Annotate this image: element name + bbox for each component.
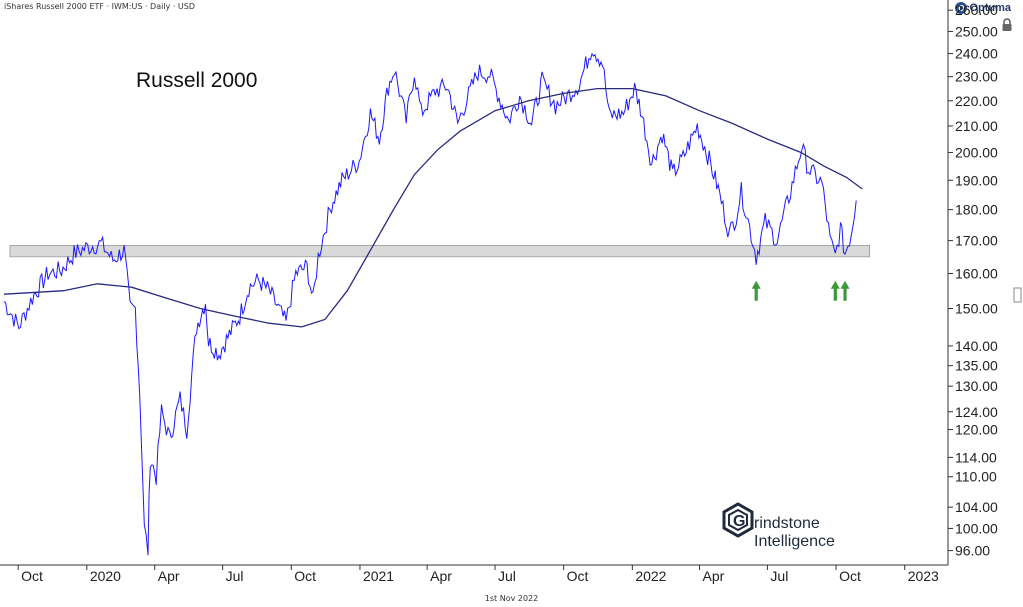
x-tick-label: 2021: [363, 568, 394, 584]
y-tick-label: 180.00: [955, 202, 998, 218]
footer-date: 1st Nov 2022: [484, 594, 539, 603]
support-zone: [9, 245, 871, 258]
axis-scroll-handle[interactable]: [1013, 287, 1022, 303]
x-tick-label: Apr: [158, 568, 180, 584]
x-tick-label: Apr: [703, 568, 725, 584]
price-series-line: [3, 52, 857, 556]
y-tick-label: 260.00: [955, 2, 998, 18]
x-tick-label: Oct: [294, 568, 316, 584]
optuma-logo-text: Optuma: [969, 2, 1011, 14]
y-tick-label: 230.00: [955, 69, 998, 85]
y-tick-label: 220.00: [955, 93, 998, 109]
up-arrow-1: [751, 280, 761, 301]
grindstone-logo: G rindstone Intelligence: [722, 502, 835, 550]
x-tick-label: Oct: [839, 568, 861, 584]
brand-line1: rindstone: [754, 515, 820, 532]
grindstone-hex-icon: [722, 502, 754, 538]
up-arrow-3: [840, 280, 850, 301]
y-tick-label: 210.00: [955, 118, 998, 134]
y-tick-label: 250.00: [955, 23, 998, 39]
x-tick-label: Oct: [567, 568, 589, 584]
y-tick-label: 200.00: [955, 144, 998, 160]
y-tick-label: 120.00: [955, 422, 998, 438]
optuma-logo: O Optuma: [955, 2, 1011, 14]
y-tick-label: 170.00: [955, 233, 998, 249]
y-tick-label: 140.00: [955, 338, 998, 354]
y-tick-label: 110.00: [955, 469, 997, 485]
y-tick-label: 150.00: [955, 301, 998, 317]
x-tick-label: Oct: [21, 568, 43, 584]
x-tick-label: 2022: [635, 568, 666, 584]
y-tick-label: 96.00: [955, 543, 990, 559]
x-tick-label: Jul: [226, 568, 244, 584]
y-tick-label: 100.00: [955, 520, 998, 536]
y-tick-label: 104.00: [955, 499, 998, 515]
y-tick-label: 240.00: [955, 46, 998, 62]
y-tick-label: 124.00: [955, 404, 998, 420]
up-arrow-2: [830, 280, 840, 301]
y-tick-label: 160.00: [955, 266, 998, 282]
y-tick-label: 190.00: [955, 172, 998, 188]
y-tick-label: 130.00: [955, 378, 998, 394]
x-tick-label: Jul: [498, 568, 516, 584]
lock-icon[interactable]: [1001, 18, 1013, 32]
y-tick-label: 135.00: [955, 358, 998, 374]
brand-mark: G: [733, 513, 745, 530]
y-tick-label: 114.00: [955, 449, 997, 465]
x-tick-label: Jul: [770, 568, 788, 584]
moving-average-line: [3, 87, 863, 328]
x-tick-label: 2023: [908, 568, 939, 584]
x-tick-label: 2020: [90, 568, 121, 584]
optuma-badge-icon: O: [955, 2, 968, 14]
chart-title: Russell 2000: [136, 69, 257, 92]
instrument-header: iShares Russell 2000 ETF · IWM:US · Dail…: [4, 2, 196, 11]
brand-line2: Intelligence: [754, 533, 835, 550]
x-tick-label: Apr: [430, 568, 452, 584]
